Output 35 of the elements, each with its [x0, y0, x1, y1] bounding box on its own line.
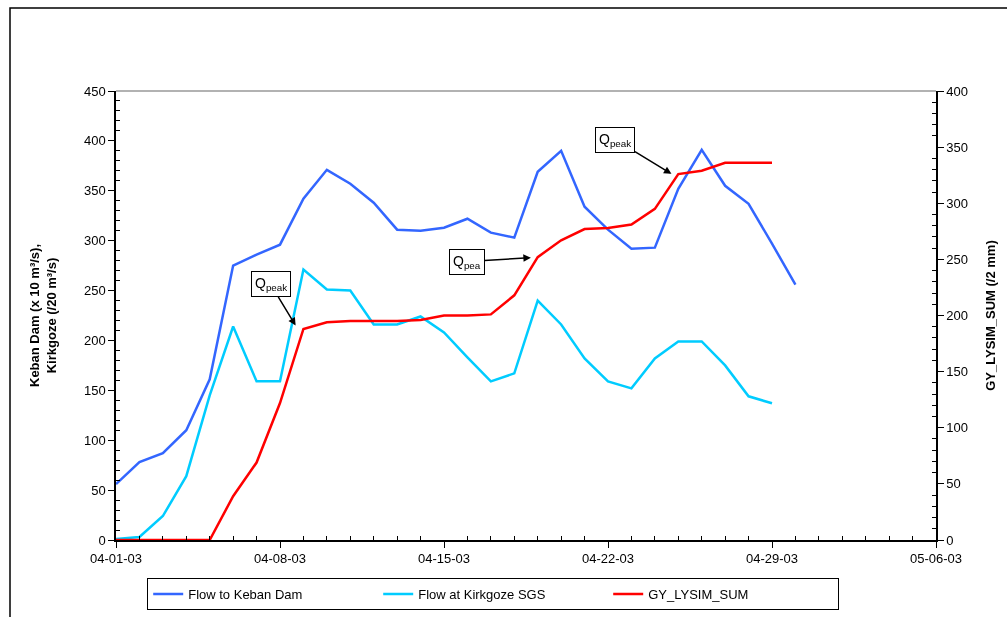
- x-tick-label: 05-06-03: [909, 551, 963, 567]
- y-tick-label: 300: [83, 233, 106, 249]
- y2-tick-label: 100: [946, 420, 969, 436]
- y2-tick-label: 150: [946, 364, 969, 380]
- y-tick-label: 200: [83, 332, 106, 348]
- y2-tick-label: 300: [946, 195, 969, 211]
- annotation: Q$_{peak}$: [599, 131, 632, 149]
- y2-tick-label: 50: [946, 476, 961, 492]
- y-tick-label: 350: [83, 183, 106, 199]
- y-axis-title: Keban Dam (x 10 m³/s), Kirkgoze (/20 m³/s): [27, 243, 60, 388]
- y-tick-label: 150: [83, 382, 106, 398]
- x-tick-label: 04-15-03: [417, 551, 471, 567]
- legend-label: Flow to Keban Dam: [188, 587, 303, 603]
- x-tick-label: 04-08-03: [253, 551, 307, 567]
- annotation: Q$_{peak}$: [255, 275, 288, 293]
- y2-tick-label: 250: [946, 251, 969, 267]
- y2-tick-label: 200: [946, 308, 969, 324]
- x-tick-label: 04-29-03: [745, 551, 799, 567]
- line-series: [116, 148, 797, 486]
- annotation: Q$_{pea}$: [453, 253, 481, 271]
- y-tick-label: 400: [83, 133, 106, 149]
- y2-axis-title: GY_LYSIM_SUM (/2 mm): [983, 240, 999, 391]
- line-series: [116, 161, 774, 540]
- legend-label: GY_LYSIM_SUM: [648, 587, 749, 603]
- y-tick-label: 50: [91, 482, 106, 498]
- y-tick-label: 450: [83, 83, 106, 99]
- y-tick-label: 250: [83, 283, 106, 299]
- y-tick-label: 100: [83, 432, 106, 448]
- y2-tick-label: 0: [946, 532, 954, 548]
- y2-tick-label: 350: [946, 139, 969, 155]
- y-tick-label: 0: [98, 532, 106, 548]
- x-tick-label: 04-01-03: [89, 551, 143, 567]
- y2-tick-label: 400: [946, 83, 969, 99]
- legend-label: Flow at Kirkgoze SGS: [418, 587, 546, 603]
- x-tick-label: 04-22-03: [581, 551, 635, 567]
